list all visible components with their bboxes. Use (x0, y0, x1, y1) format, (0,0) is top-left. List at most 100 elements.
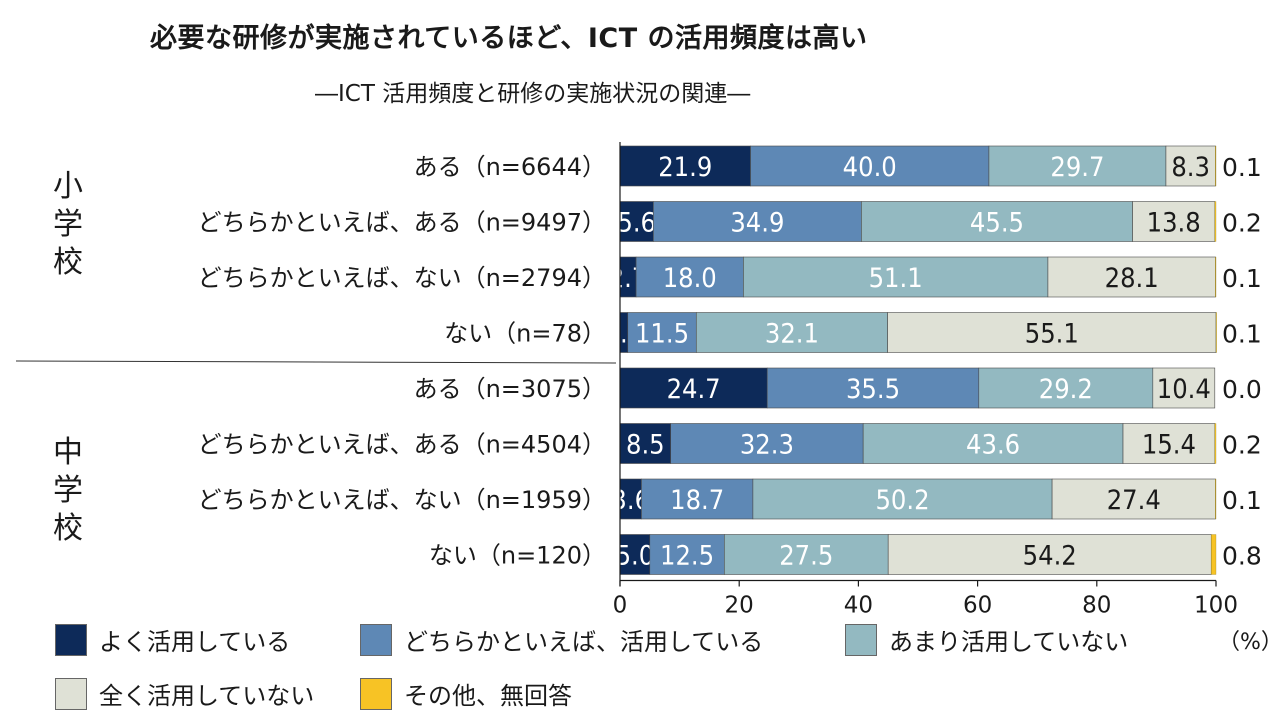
category-label: ない（n=78） (444, 320, 606, 348)
bar-segment (1214, 201, 1217, 242)
legend-swatch (360, 623, 392, 656)
data-label: 35.5 (846, 374, 900, 405)
legend-item: その他、無回答 (360, 676, 572, 711)
data-label: 5.6 (617, 208, 656, 239)
data-label: 27.4 (1107, 485, 1161, 516)
category-label: ある（n=3075） (414, 375, 606, 403)
data-label: 29.7 (1050, 152, 1104, 183)
bar-segment (1215, 256, 1217, 298)
bar-segment (752, 478, 1053, 520)
data-label: 28.1 (1105, 263, 1159, 294)
data-label: 0.1 (1222, 320, 1262, 349)
data-label: 32.3 (740, 430, 794, 461)
legend-item: どちらかといえば、活用している (360, 622, 763, 657)
data-label: 50.2 (875, 485, 929, 516)
data-label: 34.9 (730, 208, 784, 239)
bar-segment (1051, 478, 1216, 520)
bar-segment (670, 423, 864, 464)
data-label: 0.8 (1222, 542, 1262, 571)
data-label: 43.6 (966, 430, 1020, 461)
category-label: どちらかといえば、ない（n=2794） (198, 264, 606, 292)
data-label: 32.1 (765, 319, 819, 350)
group-separator-line (15, 360, 617, 364)
chart-title: 必要な研修が実施されているほど、ICT の活用頻度は高い (150, 23, 868, 54)
x-tick-label: 40 (844, 593, 873, 619)
bar-segment (978, 367, 1154, 409)
bar-segment (1214, 423, 1217, 464)
data-label: 40.0 (843, 152, 897, 183)
bar-segment (653, 201, 862, 242)
category-label: どちらかといえば、ある（n=9497） (198, 209, 606, 237)
bar-segment (619, 145, 751, 187)
bar-segment (619, 423, 671, 464)
data-label: 51.1 (869, 263, 923, 294)
data-label: 12.5 (660, 541, 714, 572)
data-label: 54.2 (1023, 541, 1077, 572)
x-tick-label: 100 (1194, 593, 1238, 619)
bar-segment (649, 534, 725, 575)
data-label: 13.8 (1147, 208, 1201, 239)
bar-segment (619, 367, 768, 409)
legend-label: あまり活用していない (889, 628, 1129, 656)
data-label: 0.1 (1222, 264, 1262, 293)
bar-segment (1132, 201, 1216, 242)
x-axis-unit-label: （%） (1218, 630, 1280, 655)
bar-segment (1215, 478, 1217, 520)
data-label: 18.7 (670, 485, 724, 516)
data-label: 0.2 (1222, 209, 1262, 238)
x-tick-label: 0 (613, 593, 628, 619)
legend-label: どちらかといえば、活用している (404, 628, 764, 656)
data-label: 45.5 (970, 208, 1024, 239)
bar-segment (641, 478, 754, 520)
category-label: どちらかといえば、ある（n=4504） (198, 431, 606, 459)
data-label: 29.2 (1039, 374, 1093, 405)
legend-label: その他、無回答 (404, 682, 572, 710)
bar-segment (862, 423, 1124, 464)
legend-label: 全く活用していない (99, 682, 315, 710)
chart-subtitle: ―ICT 活用頻度と研修の実施状況の関連― (315, 81, 751, 107)
data-label: 10.4 (1157, 374, 1211, 405)
legend-swatch (55, 623, 87, 656)
legend-item: よく活用している (55, 622, 290, 657)
legend-label: よく活用している (99, 628, 291, 656)
data-label: 8.5 (626, 430, 665, 461)
bar-segment (988, 145, 1167, 187)
bar-segment (750, 145, 990, 187)
data-label: 18.0 (663, 263, 717, 294)
bar-segment (627, 312, 697, 353)
x-tick-label: 20 (725, 593, 754, 619)
data-label: 0.0 (1222, 375, 1262, 404)
data-label: 0.1 (1222, 153, 1262, 182)
bar-segment (1152, 367, 1216, 409)
data-label: 55.1 (1025, 319, 1079, 350)
bar-segment (887, 312, 1217, 353)
x-tick-label: 60 (963, 593, 992, 619)
legend-swatch (360, 677, 392, 710)
data-label: 0.2 (1222, 431, 1262, 460)
category-label: ある（n=6644） (414, 153, 606, 181)
stacked-bar-chart: ある（n=6644） 21.9 40.0 29.7 8.3 0.1 どちらかといえば、ある（… (15, 142, 1262, 619)
group-label-junior-high: 中学校 (53, 435, 83, 546)
bar-segment (887, 534, 1212, 575)
legend-swatch (55, 677, 87, 710)
x-tick-label: 80 (1082, 593, 1111, 619)
bar-segment (1211, 534, 1217, 575)
group-label-elementary: 小学校 (53, 169, 83, 280)
data-label: 0.1 (1222, 486, 1262, 515)
data-label: 24.7 (667, 374, 721, 405)
bar-segment (723, 534, 889, 575)
bar-segment (743, 256, 1049, 298)
data-label: 5.0 (616, 541, 655, 572)
category-label: どちらかといえば、ない（n=1959） (198, 486, 606, 514)
bar-segment (1165, 145, 1216, 187)
data-label: 15.4 (1142, 430, 1196, 461)
data-label: 27.5 (779, 541, 833, 572)
data-label: 21.9 (658, 152, 712, 183)
data-label: 11.5 (635, 319, 689, 350)
legend-item: あまり活用していない (845, 622, 1128, 657)
legend-swatch (845, 623, 877, 656)
bar-segment (695, 312, 888, 353)
category-label: ない（n=120） (429, 542, 606, 570)
data-label: 8.3 (1171, 152, 1210, 183)
bar-segment (861, 201, 1133, 242)
